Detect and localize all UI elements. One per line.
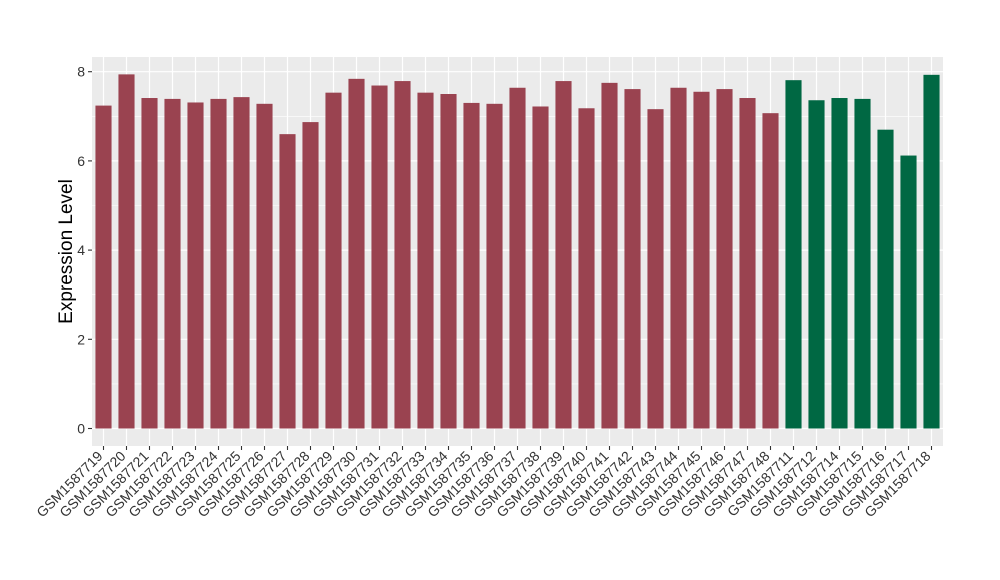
y-tick-label: 2 [77, 331, 85, 347]
bar-GSM1587718 [923, 74, 940, 429]
bar-GSM1587748 [762, 113, 779, 429]
bar-GSM1587743 [647, 109, 664, 429]
bar-GSM1587720 [118, 74, 135, 429]
y-tick-label: 8 [77, 64, 85, 80]
bar-GSM1587731 [371, 85, 388, 429]
bars [95, 74, 940, 429]
bar-GSM1587726 [256, 103, 273, 429]
bar-GSM1587730 [348, 78, 365, 429]
bar-GSM1587744 [670, 87, 687, 429]
bar-GSM1587716 [877, 129, 894, 429]
bar-GSM1587723 [187, 102, 204, 429]
bar-GSM1587733 [417, 92, 434, 429]
bar-GSM1587747 [739, 98, 756, 429]
bar-GSM1587737 [509, 87, 526, 429]
bar-GSM1587724 [210, 98, 227, 429]
bar-GSM1587742 [624, 89, 641, 429]
bar-GSM1587727 [279, 134, 296, 429]
bar-GSM1587735 [463, 102, 480, 429]
bar-GSM1587736 [486, 103, 503, 429]
bar-GSM1587734 [440, 94, 457, 429]
y-axis: 0 2 4 6 8 [77, 64, 92, 437]
bar-GSM1587725 [233, 97, 250, 429]
y-tick-label: 0 [77, 421, 85, 437]
bar-GSM1587711 [785, 80, 802, 429]
bar-GSM1587728 [302, 122, 319, 429]
bar-GSM1587714 [831, 98, 848, 429]
bar-GSM1587746 [716, 89, 733, 429]
bar-GSM1587745 [693, 91, 710, 429]
bar-GSM1587741 [601, 82, 618, 429]
bar-GSM1587740 [578, 108, 595, 429]
bar-GSM1587719 [95, 105, 112, 429]
bar-GSM1587722 [164, 98, 181, 429]
bar-GSM1587715 [854, 98, 871, 429]
bar-GSM1587717 [900, 155, 917, 429]
bar-GSM1587732 [394, 81, 411, 429]
x-axis: GSM1587719GSM1587720GSM1587721GSM1587722… [33, 446, 934, 520]
y-tick-label: 6 [77, 153, 85, 169]
y-axis-title: Expression Level [56, 179, 77, 324]
bar-GSM1587721 [141, 98, 158, 429]
bar-GSM1587739 [555, 81, 572, 429]
y-tick-label: 4 [77, 242, 85, 258]
bar-GSM1587712 [808, 100, 825, 429]
bar-GSM1587738 [532, 106, 549, 429]
bar-GSM1587729 [325, 92, 342, 429]
